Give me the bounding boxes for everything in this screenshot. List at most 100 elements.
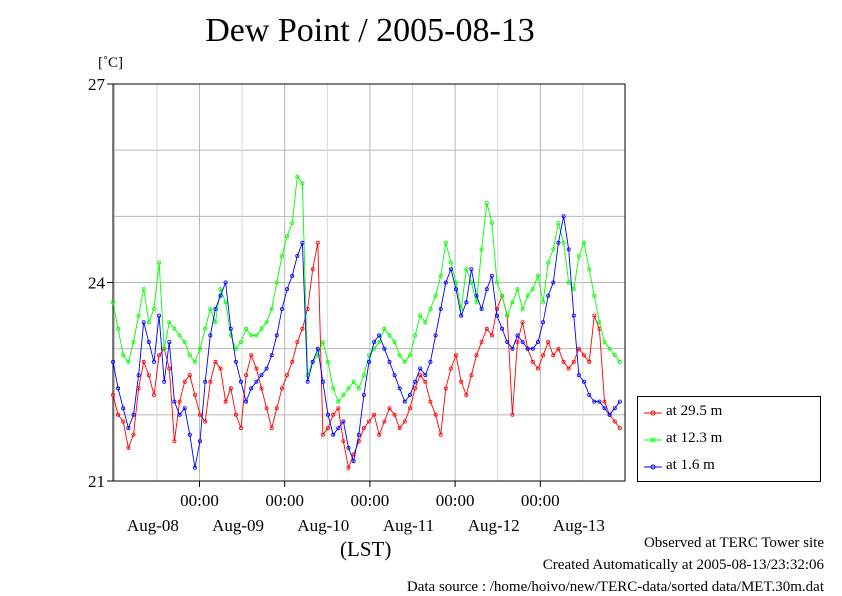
data-point (423, 373, 428, 378)
data-source-note: Data source : /home/hoivo/new/TERC-data/… (406, 579, 824, 595)
data-point (377, 432, 382, 437)
data-point (162, 379, 167, 384)
data-point (464, 392, 469, 397)
data-point (479, 339, 484, 344)
data-point (541, 300, 546, 305)
data-point (264, 320, 269, 325)
data-point (315, 346, 320, 351)
data-point (346, 445, 351, 450)
data-point (300, 240, 305, 245)
data-point (520, 339, 525, 344)
data-point (172, 326, 177, 331)
data-point (582, 379, 587, 384)
x-tick-time-label: 00:00 (351, 491, 390, 510)
data-point (208, 333, 213, 338)
data-point (346, 465, 351, 470)
x-tick-time-label: 00:00 (265, 491, 304, 510)
data-point (151, 392, 156, 397)
data-point (500, 293, 505, 298)
data-point (131, 339, 136, 344)
data-point (407, 392, 412, 397)
data-point (157, 260, 162, 265)
data-point (197, 346, 202, 351)
data-point (617, 426, 622, 431)
data-point (228, 333, 233, 338)
data-point (203, 419, 208, 424)
data-point (244, 373, 249, 378)
data-point (249, 353, 254, 358)
data-point (500, 326, 505, 331)
data-point (515, 333, 520, 338)
data-point (474, 293, 479, 298)
data-point (366, 419, 371, 424)
data-point (587, 359, 592, 364)
data-point (141, 320, 146, 325)
data-point (274, 333, 279, 338)
data-point (331, 432, 336, 437)
data-point (438, 273, 443, 278)
data-point (177, 412, 182, 417)
data-point (269, 306, 274, 311)
data-point (249, 386, 254, 391)
data-point (392, 373, 397, 378)
data-point (382, 326, 387, 331)
x-tick-time-label: 00:00 (180, 491, 219, 510)
data-point (295, 253, 300, 258)
data-point (126, 359, 131, 364)
data-point (259, 386, 264, 391)
data-point (315, 353, 320, 358)
data-point (392, 339, 397, 344)
data-point (121, 406, 126, 411)
data-point (208, 306, 213, 311)
data-point (187, 353, 192, 358)
data-point (433, 333, 438, 338)
data-point (141, 287, 146, 292)
data-point (602, 399, 607, 404)
data-point (146, 320, 151, 325)
data-point (484, 201, 489, 206)
x-tick-day-label: Aug-09 (212, 516, 264, 535)
legend-label: at 29.5 m (666, 403, 723, 419)
series-layer (111, 174, 622, 470)
data-point (325, 426, 330, 431)
data-point (561, 359, 566, 364)
data-point (382, 346, 387, 351)
data-point (556, 220, 561, 225)
data-point (157, 353, 162, 358)
data-point (459, 313, 464, 318)
data-point (121, 419, 126, 424)
data-point (151, 359, 156, 364)
data-point (238, 379, 243, 384)
data-point (443, 240, 448, 245)
data-point (546, 339, 551, 344)
data-point (541, 320, 546, 325)
data-point (259, 373, 264, 378)
data-point (244, 326, 249, 331)
data-point (131, 432, 136, 437)
data-point (397, 353, 402, 358)
data-point (336, 426, 341, 431)
data-point (182, 339, 187, 344)
data-point (474, 353, 479, 358)
data-point (111, 359, 116, 364)
data-point (136, 313, 141, 318)
data-point (269, 426, 274, 431)
data-point (167, 366, 172, 371)
data-point (157, 313, 162, 318)
data-point (290, 359, 295, 364)
data-point (341, 439, 346, 444)
data-point (525, 346, 530, 351)
data-point (576, 253, 581, 258)
data-point (218, 287, 223, 292)
data-point (233, 359, 238, 364)
data-point (264, 366, 269, 371)
data-point (213, 320, 218, 325)
data-point (438, 432, 443, 437)
data-point (602, 406, 607, 411)
data-point (203, 379, 208, 384)
data-point (223, 280, 228, 285)
data-point (259, 326, 264, 331)
data-point (320, 432, 325, 437)
data-point (187, 432, 192, 437)
